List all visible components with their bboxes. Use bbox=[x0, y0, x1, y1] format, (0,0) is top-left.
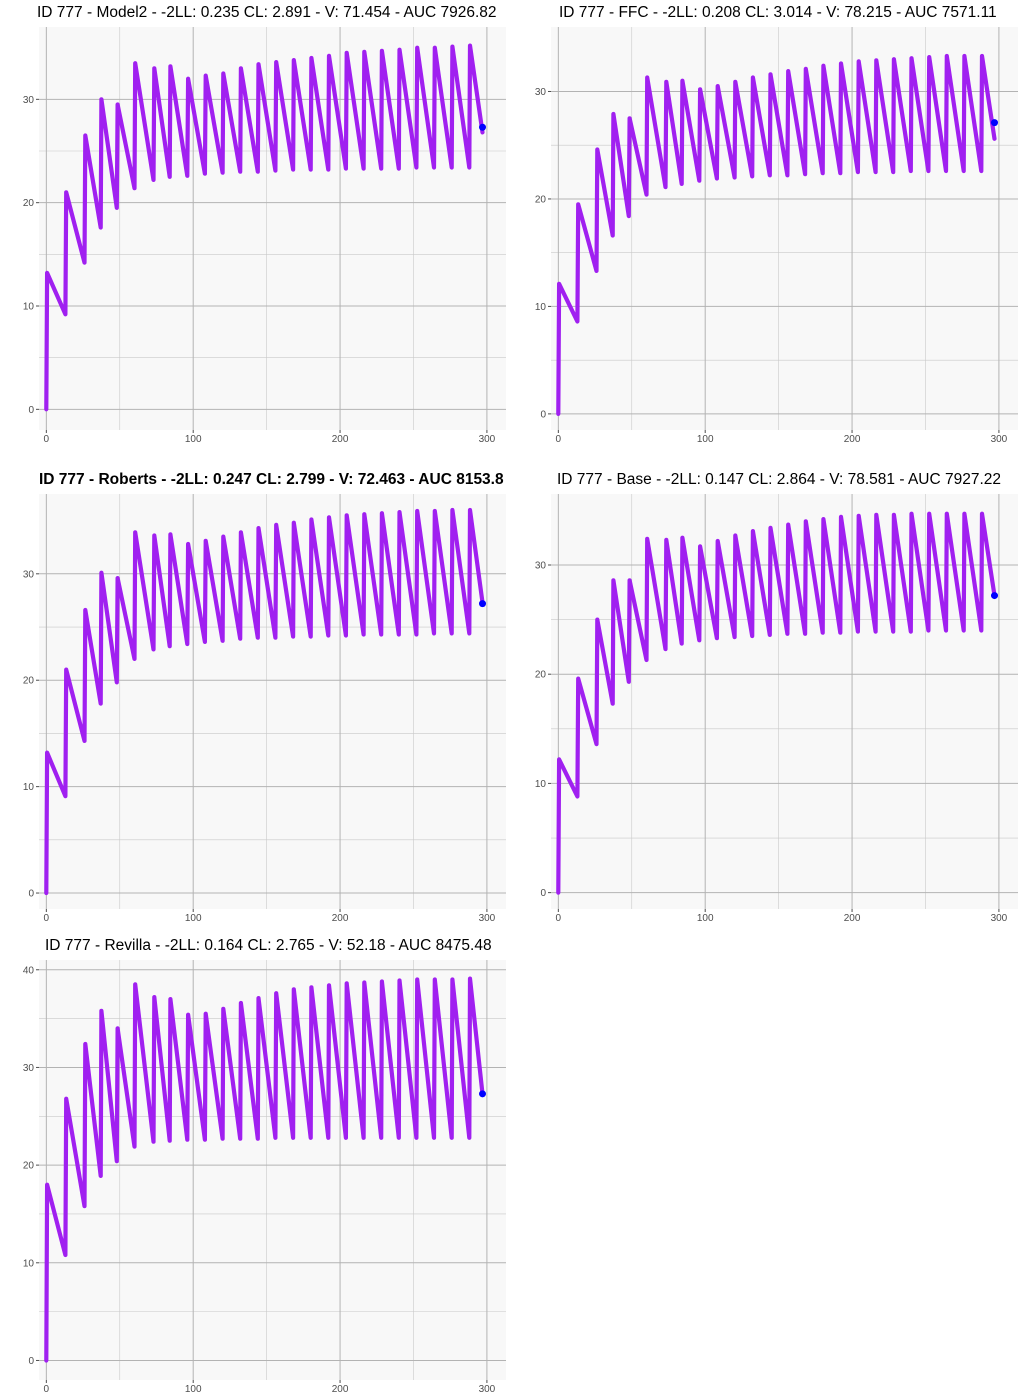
chart-title: ID 777 - Revilla - -2LL: 0.164 CL: 2.765… bbox=[45, 937, 492, 954]
x-tick-label: 300 bbox=[479, 913, 496, 924]
x-tick-label: 200 bbox=[332, 434, 349, 445]
x-tick-label: 100 bbox=[185, 1384, 202, 1395]
plot-background bbox=[551, 27, 1018, 430]
x-tick-label: 300 bbox=[479, 434, 496, 445]
y-tick-label: 20 bbox=[535, 670, 547, 681]
major-grid bbox=[39, 27, 506, 430]
x-tick-label: 300 bbox=[991, 434, 1008, 445]
x-tick-label: 200 bbox=[332, 913, 349, 924]
y-tick-label: 30 bbox=[535, 560, 547, 571]
x-tick-label: 200 bbox=[844, 913, 861, 924]
minor-grid bbox=[39, 960, 506, 1380]
y-tick-label: 10 bbox=[535, 302, 547, 313]
series-line bbox=[44, 43, 485, 412]
x-tick-label: 300 bbox=[479, 1384, 496, 1395]
observed-point bbox=[991, 119, 999, 127]
x-tick-label: 0 bbox=[44, 913, 50, 924]
y-tick-label: 30 bbox=[535, 87, 547, 98]
series-line bbox=[44, 976, 485, 1363]
chart-panel-roberts: ID 777 - Roberts - -2LL: 0.247 CL: 2.799… bbox=[0, 467, 512, 924]
x-tick-label: 200 bbox=[332, 1384, 349, 1395]
plot-background bbox=[39, 27, 506, 430]
y-tick-label: 30 bbox=[23, 95, 35, 106]
y-tick-label: 0 bbox=[28, 889, 34, 900]
y-tick-label: 10 bbox=[535, 779, 547, 790]
y-tick-label: 0 bbox=[540, 888, 546, 899]
y-tick-label: 10 bbox=[23, 1258, 35, 1269]
y-tick-label: 20 bbox=[23, 1161, 35, 1172]
observed-point bbox=[479, 123, 487, 131]
y-tick-label: 0 bbox=[540, 409, 546, 420]
y-tick-label: 30 bbox=[23, 569, 35, 580]
chart-plot: 0 100 200 300 0 10 20 30 40 bbox=[23, 960, 506, 1395]
chart-title: ID 777 - FFC - -2LL: 0.208 CL: 3.014 - V… bbox=[559, 4, 997, 21]
chart-title: ID 777 - Model2 - -2LL: 0.235 CL: 2.891 … bbox=[37, 4, 497, 21]
chart-plot: 0 100 200 300 0 10 20 30 bbox=[535, 27, 1018, 445]
chart-title: ID 777 - Base - -2LL: 0.147 CL: 2.864 - … bbox=[557, 471, 1002, 488]
y-tick-label: 40 bbox=[23, 965, 35, 976]
y-tick-label: 30 bbox=[23, 1063, 35, 1074]
chart-plot: 0 100 200 300 0 10 20 30 bbox=[23, 494, 506, 924]
x-tick-label: 0 bbox=[556, 913, 562, 924]
y-tick-label: 0 bbox=[28, 1356, 34, 1367]
x-tick-label: 100 bbox=[697, 434, 714, 445]
y-tick-label: 10 bbox=[23, 782, 35, 793]
series-line bbox=[556, 53, 997, 416]
chart-plot: 0 100 200 300 0 10 20 30 bbox=[23, 27, 506, 445]
y-tick-label: 20 bbox=[23, 198, 35, 209]
x-tick-label: 200 bbox=[844, 434, 861, 445]
series-line bbox=[556, 511, 997, 895]
y-tick-label: 0 bbox=[28, 405, 34, 416]
observed-point bbox=[991, 592, 999, 600]
observed-point bbox=[479, 600, 487, 608]
x-tick-label: 100 bbox=[697, 913, 714, 924]
chart-title: ID 777 - Roberts - -2LL: 0.247 CL: 2.799… bbox=[39, 471, 504, 488]
x-tick-label: 0 bbox=[556, 434, 562, 445]
x-tick-label: 300 bbox=[991, 913, 1008, 924]
chart-panel-revilla: ID 777 - Revilla - -2LL: 0.164 CL: 2.765… bbox=[0, 933, 512, 1395]
chart-plot: 0 100 200 300 0 10 20 30 bbox=[535, 494, 1018, 924]
y-tick-label: 20 bbox=[535, 194, 547, 205]
x-tick-label: 0 bbox=[44, 434, 50, 445]
x-tick-label: 0 bbox=[44, 1384, 50, 1395]
chart-panel-model2: ID 777 - Model2 - -2LL: 0.235 CL: 2.891 … bbox=[0, 0, 512, 450]
chart-panel-base: ID 777 - Base - -2LL: 0.147 CL: 2.864 - … bbox=[512, 467, 1024, 924]
y-tick-label: 20 bbox=[23, 676, 35, 687]
x-tick-label: 100 bbox=[185, 913, 202, 924]
y-tick-label: 10 bbox=[23, 302, 35, 313]
plot-background bbox=[551, 494, 1018, 909]
x-tick-label: 100 bbox=[185, 434, 202, 445]
series-line bbox=[44, 507, 485, 896]
chart-panel-ffc: ID 777 - FFC - -2LL: 0.208 CL: 3.014 - V… bbox=[512, 0, 1024, 450]
observed-point bbox=[479, 1090, 487, 1098]
